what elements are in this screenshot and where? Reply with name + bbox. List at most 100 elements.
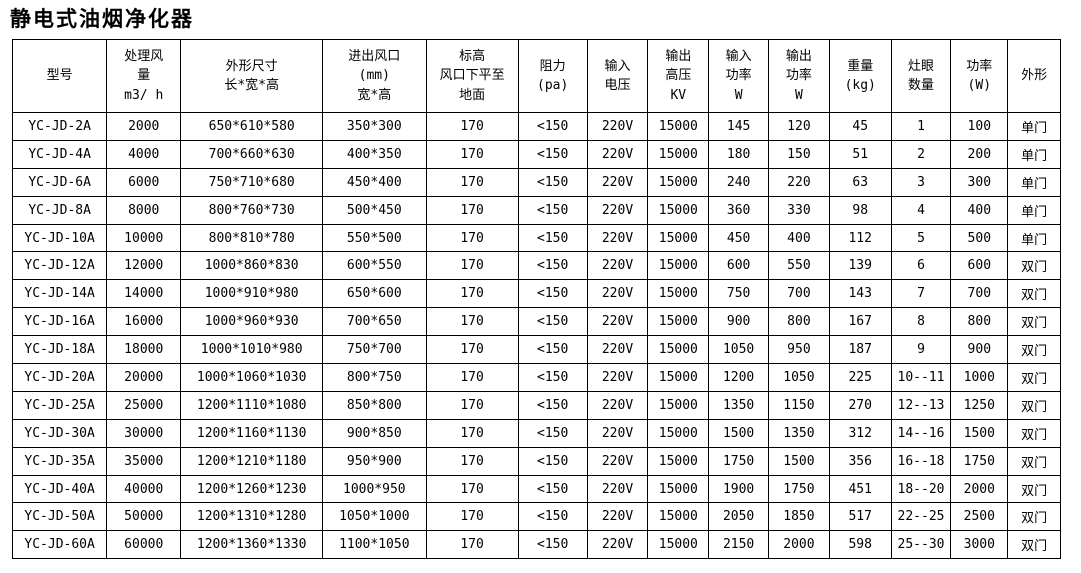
table-cell: 356 <box>828 446 892 476</box>
table-cell: 20000 <box>106 363 182 392</box>
table-cell: 145 <box>708 112 770 141</box>
table-cell: 22--25 <box>890 502 952 532</box>
table-cell: 600 <box>708 251 770 281</box>
table-cell: 单门 <box>1007 195 1061 225</box>
table-cell: 220V <box>586 139 649 169</box>
table-cell: 50000 <box>106 502 182 532</box>
table-cell: 1500 <box>768 446 830 476</box>
table-cell: 700 <box>950 279 1009 309</box>
table-cell: YC-JD-35A <box>11 446 108 476</box>
table-cell: 360 <box>708 195 770 225</box>
table-cell: 双门 <box>1007 335 1061 365</box>
table-cell: 143 <box>828 279 892 309</box>
table-cell: 1750 <box>950 446 1009 476</box>
table-cell: 170 <box>425 418 519 448</box>
table-cell: 10--11 <box>890 363 952 392</box>
table-cell: 98 <box>828 195 892 225</box>
table-cell: <150 <box>517 307 588 337</box>
table-cell: 双门 <box>1007 418 1061 448</box>
table-row: YC-JD-18A 18000 1000*1010*980 750*700 170 <15… <box>11 335 1061 365</box>
table-cell: 1500 <box>708 418 770 448</box>
column-header: 功率 (W) <box>950 39 1009 113</box>
table-cell: 170 <box>425 167 519 197</box>
table-cell: 双门 <box>1007 474 1061 504</box>
table-cell: 500 <box>950 223 1009 253</box>
table-cell: 700*660*630 <box>180 139 324 169</box>
column-header: 型号 <box>11 39 108 113</box>
table-cell: 双门 <box>1007 390 1061 420</box>
table-cell: 2 <box>890 139 952 169</box>
table-cell: 220V <box>586 502 649 532</box>
table-cell: 1200 <box>708 363 770 392</box>
table-row: YC-JD-4A 4000 700*660*630 400*350 170 <150 220… <box>11 139 1061 169</box>
table-cell: 170 <box>425 279 519 309</box>
table-cell: <150 <box>517 223 588 253</box>
table-cell: YC-JD-60A <box>11 530 108 560</box>
table-cell: 400 <box>950 195 1009 225</box>
table-cell: 1200*1360*1330 <box>180 530 324 560</box>
table-cell: 4000 <box>106 139 182 169</box>
column-header: 处理风 量 m3/ h <box>106 39 182 113</box>
table-cell: 25000 <box>106 390 182 420</box>
table-cell: 451 <box>828 474 892 504</box>
table-cell: 1150 <box>768 390 830 420</box>
table-cell: 1000*950 <box>322 474 427 504</box>
table-cell: 900 <box>708 307 770 337</box>
table-cell: <150 <box>517 446 588 476</box>
table-cell: 5 <box>890 223 952 253</box>
table-cell: 200 <box>950 139 1009 169</box>
table-cell: 220V <box>586 474 649 504</box>
table-cell: 15000 <box>647 307 710 337</box>
table-cell: 双门 <box>1007 363 1061 392</box>
table-cell: 170 <box>425 195 519 225</box>
table-cell: 15000 <box>647 363 710 392</box>
table-cell: 35000 <box>106 446 182 476</box>
table-row: YC-JD-40A 40000 1200*1260*1230 1000*950 170 <… <box>11 474 1061 504</box>
table-cell: 45 <box>828 112 892 141</box>
table-cell: 950 <box>768 335 830 365</box>
table-cell: 1200*1310*1280 <box>180 502 324 532</box>
table-cell: 650*610*580 <box>180 112 324 141</box>
table-cell: YC-JD-12A <box>11 251 108 281</box>
table-cell: <150 <box>517 195 588 225</box>
table-cell: 112 <box>828 223 892 253</box>
table-cell: 240 <box>708 167 770 197</box>
page-title: 静电式油烟净化器 <box>10 7 194 31</box>
table-cell: 16--18 <box>890 446 952 476</box>
table-cell: 6 <box>890 251 952 281</box>
table-cell: 15000 <box>647 112 710 141</box>
table-cell: <150 <box>517 139 588 169</box>
table-row: YC-JD-30A 30000 1200*1160*1130 900*850 170 <1… <box>11 418 1061 448</box>
table-cell: 300 <box>950 167 1009 197</box>
table-row: YC-JD-25A 25000 1200*1110*1080 850*800 170 <1… <box>11 390 1061 420</box>
table-cell: 170 <box>425 251 519 281</box>
table-cell: 1900 <box>708 474 770 504</box>
table-row: YC-JD-60A 60000 1200*1360*1330 1100*1050 170… <box>11 530 1061 560</box>
table-cell: 220V <box>586 251 649 281</box>
table-cell: 1000*910*980 <box>180 279 324 309</box>
table-cell: 550 <box>768 251 830 281</box>
column-header: 进出风口 (mm) 宽*高 <box>322 39 427 113</box>
table-cell: 1100*1050 <box>322 530 427 560</box>
table-cell: 187 <box>828 335 892 365</box>
table-cell: 220V <box>586 167 649 197</box>
table-cell: 1750 <box>768 474 830 504</box>
table-cell: 15000 <box>647 390 710 420</box>
table-cell: 900 <box>950 335 1009 365</box>
spec-table: 型号 处理风 量 m3/ h 外形尺寸 长*宽*高 进出风口 (mm) 宽*高 标高 风… <box>11 39 1061 560</box>
table-cell: <150 <box>517 363 588 392</box>
table-cell: 700 <box>768 279 830 309</box>
table-cell: 400 <box>768 223 830 253</box>
table-cell: 双门 <box>1007 530 1061 560</box>
table-cell: 170 <box>425 446 519 476</box>
table-cell: 750*700 <box>322 335 427 365</box>
table-cell: YC-JD-2A <box>11 112 108 141</box>
table-row: YC-JD-14A 14000 1000*910*980 650*600 170 <150… <box>11 279 1061 309</box>
table-cell: 220V <box>586 335 649 365</box>
table-cell: 14--16 <box>890 418 952 448</box>
table-cell: 1200*1160*1130 <box>180 418 324 448</box>
table-cell: 1050 <box>708 335 770 365</box>
spec-table-header: 型号 处理风 量 m3/ h 外形尺寸 长*宽*高 进出风口 (mm) 宽*高 标高 风… <box>11 39 1061 113</box>
table-cell: 517 <box>828 502 892 532</box>
table-cell: 100 <box>950 112 1009 141</box>
